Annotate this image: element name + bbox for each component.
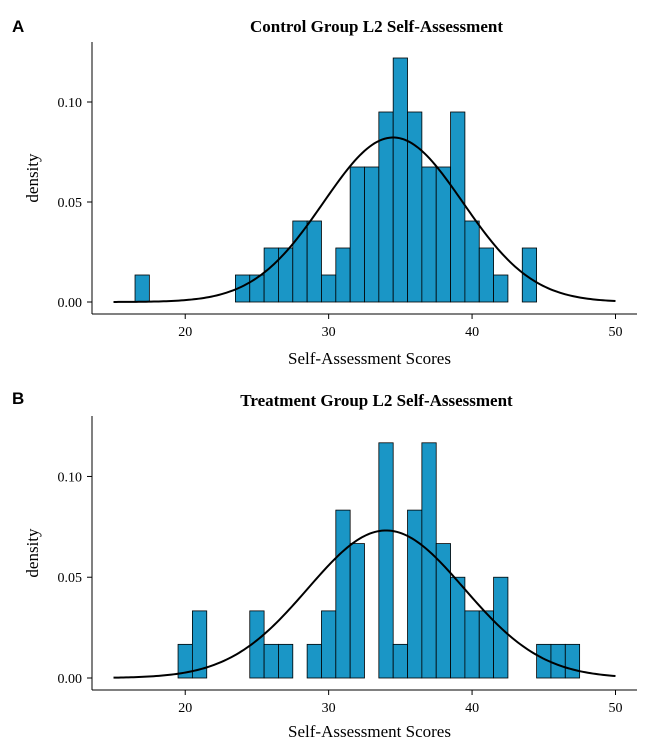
histogram-bar xyxy=(421,442,437,679)
histogram-bar xyxy=(278,247,294,303)
y-axis-label: density xyxy=(23,528,42,578)
histogram-bar xyxy=(349,543,365,679)
histogram-bar xyxy=(392,57,408,303)
histogram-bar xyxy=(263,247,279,303)
x-tick-label: 20 xyxy=(178,701,192,716)
chart-panel-b: B Treatment Group L2 Self-Assessment 20 30 4… xyxy=(12,389,637,740)
histogram-bar xyxy=(349,166,365,303)
panel-letter: B xyxy=(12,389,24,408)
y-tick-label: 0.10 xyxy=(58,470,83,485)
x-tick-label: 40 xyxy=(465,325,479,340)
x-tick-label: 50 xyxy=(608,325,622,340)
x-tick-label: 50 xyxy=(608,701,622,716)
x-tick-label: 30 xyxy=(322,325,336,340)
histogram-bar xyxy=(378,442,394,679)
histogram-bar xyxy=(191,610,208,679)
histogram-bar xyxy=(407,111,423,303)
y-tick-label: 0.05 xyxy=(58,571,83,586)
x-tick-label: 20 xyxy=(178,325,192,340)
histogram-bar xyxy=(421,166,437,303)
histogram-bar xyxy=(464,220,480,303)
x-tick-label: 40 xyxy=(465,701,479,716)
chart-title: Control Group L2 Self-Assessment xyxy=(250,17,503,36)
y-tick-label: 0.00 xyxy=(58,672,83,687)
y-tick-label: 0.00 xyxy=(58,296,83,311)
histogram-bar xyxy=(521,247,538,303)
histogram-bar xyxy=(306,220,322,303)
histogram-bar xyxy=(478,247,494,303)
histogram-bar xyxy=(321,610,337,679)
histogram-bar xyxy=(435,543,451,679)
histogram-bar xyxy=(493,274,509,303)
histogram-bar xyxy=(306,643,322,679)
histogram-bar xyxy=(450,576,466,679)
histogram-bar xyxy=(550,643,566,679)
x-axis-label: Self-Assessment Scores xyxy=(288,349,451,368)
y-tick-label: 0.10 xyxy=(58,96,83,111)
histogram-bar xyxy=(321,274,337,303)
histogram-bar xyxy=(564,643,581,679)
histogram-bar xyxy=(464,610,480,679)
histogram-bar xyxy=(278,643,294,679)
histogram-bar xyxy=(392,643,408,679)
y-axis-label: density xyxy=(23,153,42,203)
histogram-bar xyxy=(450,111,466,303)
histogram-bar xyxy=(407,509,423,679)
histogram-bars xyxy=(134,57,538,303)
histogram-bar xyxy=(435,166,451,303)
histogram-bar xyxy=(364,166,380,303)
histogram-bar xyxy=(478,610,494,679)
chart-panel-a: A Control Group L2 Self-Assessment 20 30 40 5… xyxy=(12,17,637,368)
histogram-bar xyxy=(292,220,308,303)
x-tick-label: 30 xyxy=(322,701,336,716)
density-curve xyxy=(113,136,616,303)
density-curve xyxy=(113,529,616,679)
histogram-bar xyxy=(335,509,351,679)
chart-title: Treatment Group L2 Self-Assessment xyxy=(240,391,513,410)
histogram-bar xyxy=(263,643,279,679)
histogram-bar xyxy=(335,247,351,303)
x-axis-label: Self-Assessment Scores xyxy=(288,722,451,740)
y-tick-label: 0.05 xyxy=(58,196,83,211)
histogram-bar xyxy=(134,274,150,303)
panel-letter: A xyxy=(12,17,24,36)
